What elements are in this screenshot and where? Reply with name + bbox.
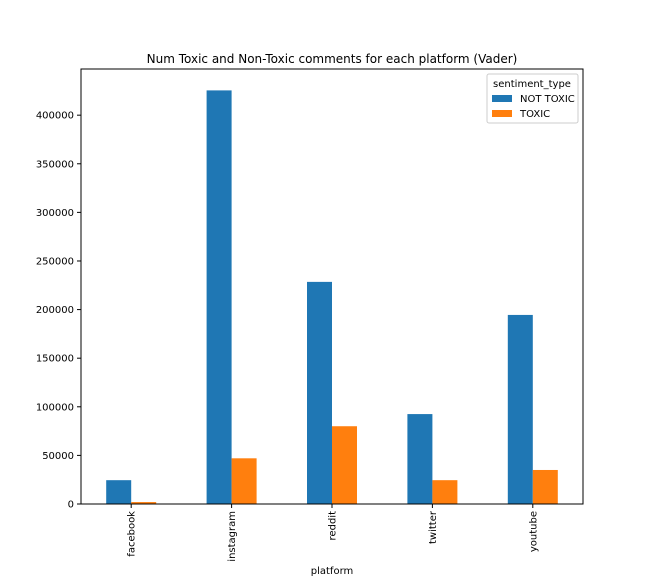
x-tick-label-twitter: twitter: [428, 510, 439, 544]
bar-twitter-toxic: [432, 480, 458, 504]
y-tick-label-150000: 150000: [36, 354, 74, 365]
y-tick-label-250000: 250000: [36, 256, 74, 267]
bar-reddit-not-toxic: [307, 281, 332, 504]
y-tick-label-0: 0: [68, 500, 74, 511]
bar-instagram-toxic: [231, 458, 257, 504]
y-tick-label-350000: 350000: [36, 159, 74, 170]
bar-reddit-toxic: [332, 426, 357, 504]
bar-instagram-not-toxic: [206, 90, 232, 504]
bar-facebook-not-toxic: [106, 480, 132, 504]
bar-facebook-toxic: [131, 502, 157, 504]
legend-swatch-toxic: [492, 110, 512, 117]
y-tick-label-300000: 300000: [36, 208, 74, 219]
x-axis-label: platform: [311, 566, 354, 576]
y-tick-label-400000: 400000: [36, 111, 74, 122]
y-tick-label-200000: 200000: [36, 305, 74, 316]
y-tick-label-50000: 50000: [42, 451, 74, 462]
legend-swatch-not-toxic: [492, 95, 512, 102]
x-tick-label-facebook: facebook: [127, 511, 138, 557]
bar-youtube-not-toxic: [507, 314, 533, 504]
legend-label-toxic: TOXIC: [519, 109, 550, 120]
x-tick-label-youtube: youtube: [528, 511, 539, 552]
bar-youtube-toxic: [532, 469, 558, 504]
legend: sentiment_type NOT TOXIC TOXIC: [486, 73, 579, 124]
x-tick-label-reddit: reddit: [328, 511, 339, 541]
legend-label-not-toxic: NOT TOXIC: [520, 94, 575, 105]
axes-layer: facebook instagram reddit twitter youtube 0 50…: [36, 111, 539, 562]
chart-title: Num Toxic and Non-Toxic comments for eac…: [147, 52, 518, 66]
x-tick-label-instagram: instagram: [227, 511, 238, 562]
y-tick-label-100000: 100000: [36, 402, 74, 413]
legend-title: sentiment_type: [493, 79, 571, 90]
bars-layer: [106, 90, 558, 504]
bar-twitter-not-toxic: [407, 414, 433, 504]
